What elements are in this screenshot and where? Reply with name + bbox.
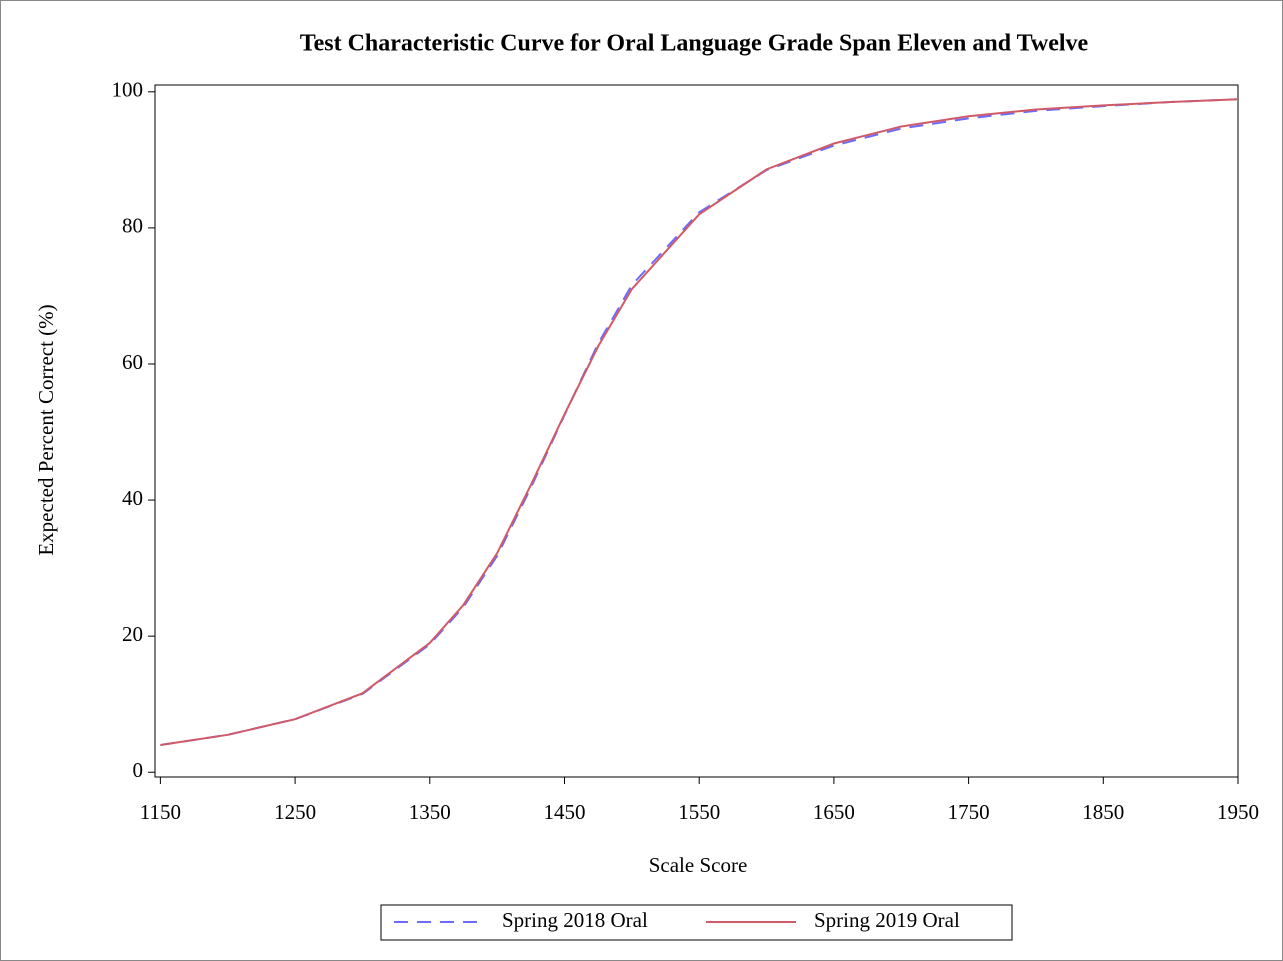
chart-title: Test Characteristic Curve for Oral Langu… — [300, 31, 1089, 57]
y-axis-label: Expected Percent Correct (%) — [34, 304, 58, 555]
legend-label: Spring 2018 Oral — [502, 908, 648, 932]
x-tick-label: 1550 — [678, 800, 720, 824]
x-tick-label: 1350 — [409, 800, 451, 824]
y-tick-label: 60 — [122, 350, 143, 374]
series-line — [160, 98, 1239, 747]
y-tick-label: 80 — [122, 214, 143, 238]
x-axis-label: Scale Score — [649, 853, 748, 877]
plot-area — [154, 84, 1239, 778]
x-tick-label: 1850 — [1082, 800, 1124, 824]
x-tick-label: 1250 — [274, 800, 316, 824]
x-tick-label: 1750 — [948, 800, 990, 824]
y-tick-label: 0 — [133, 758, 144, 782]
x-tick-label: 1450 — [543, 800, 585, 824]
series-line — [160, 98, 1239, 747]
y-tick-label: 100 — [112, 78, 144, 102]
y-tick-label: 40 — [122, 486, 143, 510]
y-tick-label: 20 — [122, 622, 143, 646]
legend-label: Spring 2019 Oral — [814, 908, 960, 932]
legend — [380, 904, 1013, 941]
x-tick-label: 1150 — [140, 800, 181, 824]
x-tick-label: 1650 — [813, 800, 855, 824]
x-tick-label: 1950 — [1217, 800, 1259, 824]
